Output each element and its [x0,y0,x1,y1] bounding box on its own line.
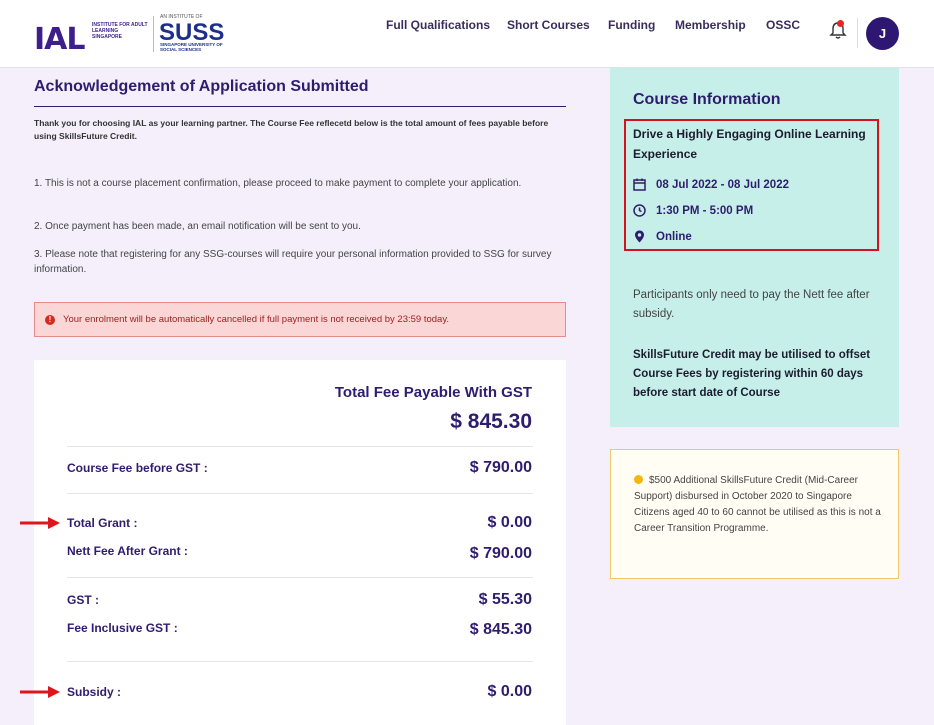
subsidy-label: Subsidy : [67,685,122,699]
nav-membership[interactable]: Membership [675,18,746,32]
nav-short-courses[interactable]: Short Courses [507,18,590,32]
course-fee-label: Course Fee before GST : [67,461,208,475]
fee-summary-card: Total Fee Payable With GST $ 845.30 Cour… [34,360,566,725]
fee-inclusive-gst-label: Fee Inclusive GST : [67,621,178,635]
fee-divider [67,577,533,578]
course-date: 08 Jul 2022 - 08 Jul 2022 [656,178,789,191]
notice-text: $500 Additional SkillsFuture Credit (Mid… [634,475,881,534]
clock-icon [633,204,646,217]
instruction-point-2: 2. Once payment has been made, an email … [34,221,361,232]
fee-heading: Total Fee Payable With GST [334,384,532,401]
course-date-row: 08 Jul 2022 - 08 Jul 2022 [633,178,789,191]
course-info-card: Course Information Drive a Highly Engagi… [610,68,899,427]
course-name: Drive a Highly Engaging Online Learning … [633,127,866,161]
nav-funding[interactable]: Funding [608,18,656,32]
info-icon [634,475,643,484]
instruction-point-3: 3. Please note that registering for any … [34,249,552,275]
page-title: Acknowledgement of Application Submitted [34,78,369,95]
nett-fee-value: $ 790.00 [469,545,532,562]
nav-full-qualifications[interactable]: Full Qualifications [386,18,491,32]
header-divider [857,18,858,48]
skillsfuture-notice: $500 Additional SkillsFuture Credit (Mid… [610,449,899,579]
arrow-icon [20,517,60,529]
nav-ossc[interactable]: OSSC [766,18,801,32]
calendar-icon [633,178,646,191]
avatar[interactable]: J [866,17,899,50]
fee-divider [67,661,533,662]
notification-dot [837,20,844,27]
course-location: Online [656,230,692,243]
logo-divider [153,16,154,52]
nett-fee-label: Nett Fee After Grant : [67,544,188,558]
fee-total: $ 845.30 [450,410,532,433]
course-location-row: Online [633,230,692,243]
location-pin-icon [635,230,644,243]
alert-text: Your enrolment will be automatically can… [63,314,450,325]
subsidy-value: $ 0.00 [487,683,532,700]
highlight-box [624,119,879,251]
cancellation-alert: ! Your enrolment will be automatically c… [34,302,566,337]
course-time-row: 1:30 PM - 5:00 PM [633,204,753,217]
skillsfuture-credit-note: SkillsFuture Credit may be utilised to o… [633,349,871,399]
gst-label: GST : [67,593,99,607]
course-info-title: Course Information [633,91,781,108]
fee-inclusive-gst-value: $ 845.30 [469,621,532,638]
alert-icon: ! [45,314,55,325]
nett-fee-note: Participants only need to pay the Nett f… [633,289,870,320]
fee-divider [67,493,533,494]
title-divider [34,106,566,107]
instruction-point-1: 1. This is not a course placement confir… [34,178,522,189]
fee-divider [67,446,533,447]
arrow-icon [20,686,60,698]
intro-text: Thank you for choosing IAL as your learn… [34,118,549,141]
course-fee-value: $ 790.00 [469,459,532,476]
course-time: 1:30 PM - 5:00 PM [656,204,754,217]
gst-value: $ 55.30 [478,591,532,608]
total-grant-label: Total Grant : [67,516,138,530]
total-grant-value: $ 0.00 [487,514,532,531]
site-header: IAL INSTITUTE FOR ADULT LEARNING SINGAPO… [0,0,934,68]
